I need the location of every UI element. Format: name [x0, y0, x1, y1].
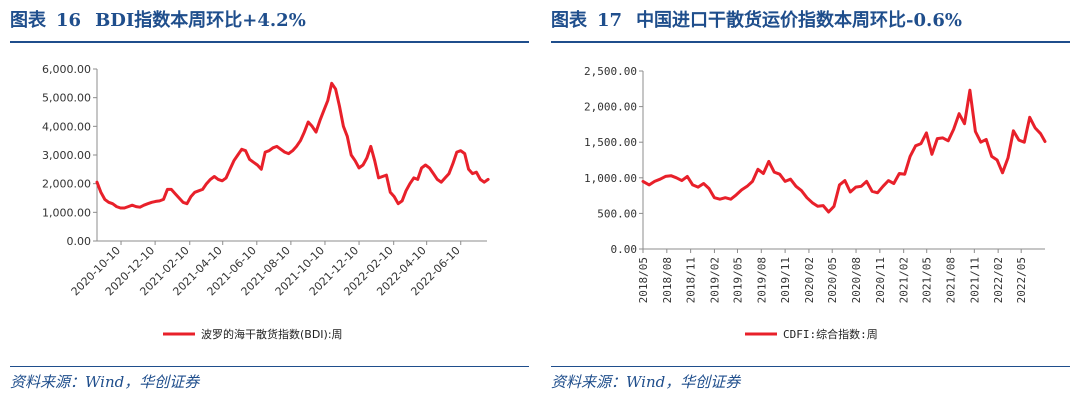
- x-tick-label: 2021/11: [968, 257, 981, 303]
- chart-panel-cdfi: 图表 17 中国进口干散货运价指数本周环比-0.6% 0.00 500.00 1,000…: [551, 0, 1070, 406]
- y-tick-label: 6,000.00: [42, 63, 91, 76]
- y-tick-label: 2,500.00: [584, 65, 637, 78]
- source-note: 资料来源：Wind，华创证券: [551, 373, 741, 391]
- x-tick-label: 2020/11: [874, 257, 887, 303]
- x-tick-label: 2018/05: [637, 257, 650, 303]
- x-tick-label: 2020/08: [850, 257, 863, 303]
- y-tick-label: 0.00: [67, 235, 92, 248]
- x-tick-label: 2020/02: [803, 257, 816, 303]
- y-tick-label: 500.00: [597, 207, 637, 220]
- legend-label: CDFI:综合指数:周: [783, 327, 878, 341]
- series-line: [641, 88, 1047, 214]
- x-tick-label: 2018/11: [685, 257, 698, 303]
- x-tick-label: 2021/02: [898, 257, 911, 303]
- y-tick-label: 2,000.00: [584, 101, 637, 114]
- y-tick-label: 0.00: [611, 243, 638, 256]
- series-line: [95, 81, 490, 210]
- y-tick-label: 1,500.00: [584, 136, 637, 149]
- source-note: 资料来源：Wind，华创证券: [10, 373, 200, 391]
- x-tick-label: 2019/05: [731, 257, 744, 303]
- title-prefix: 图表: [10, 10, 46, 31]
- bdi-line-chart: 0.00 1,000.00 2,000.00 3,000.00 4,000.00 5,00…: [42, 63, 490, 341]
- x-tick-label: 2019/08: [755, 257, 768, 303]
- chart-title: 图表 17 中国进口干散货运价指数本周环比-0.6%: [551, 6, 1070, 36]
- y-tick-label: 5,000.00: [42, 92, 91, 105]
- title-number: 16: [56, 10, 82, 31]
- x-tick-label: 2019/11: [779, 257, 792, 303]
- title-prefix: 图表: [551, 10, 587, 31]
- source-rule: [551, 366, 1070, 367]
- y-tick-label: 1,000.00: [42, 206, 91, 219]
- title-number: 17: [597, 10, 623, 31]
- source-rule: [10, 366, 529, 367]
- y-tick-label: 2,000.00: [42, 178, 91, 191]
- y-tick-label: 1,000.00: [584, 172, 637, 185]
- title-rule: [10, 41, 529, 43]
- chart-panel-bdi: 图表 16 BDI指数本周环比+4.2% 0.00 1,000.00 2,000.00 3…: [10, 0, 529, 406]
- y-tick-label: 4,000.00: [42, 120, 91, 133]
- chart-title: 图表 16 BDI指数本周环比+4.2%: [10, 6, 529, 36]
- x-tick-label: 2022/02: [992, 257, 1005, 303]
- title-rule: [551, 41, 1070, 43]
- x-tick-label: 2021/05: [921, 257, 934, 303]
- x-tick-label: 2022/05: [1015, 257, 1028, 303]
- x-tick-label: 2021/08: [945, 257, 958, 303]
- y-tick-label: 3,000.00: [42, 149, 91, 162]
- title-text: 中国进口干散货运价指数本周环比-0.6%: [636, 10, 962, 31]
- title-text: BDI指数本周环比+4.2%: [95, 10, 306, 31]
- legend-label: 波罗的海干散货指数(BDI):周: [201, 327, 343, 341]
- x-tick-label: 2020/05: [826, 257, 839, 303]
- x-tick-label: 2019/02: [708, 257, 721, 303]
- x-tick-label: 2018/08: [661, 257, 674, 303]
- cdfi-line-chart: 0.00 500.00 1,000.00 1,500.00 2,000.00 2,500.…: [584, 65, 1047, 341]
